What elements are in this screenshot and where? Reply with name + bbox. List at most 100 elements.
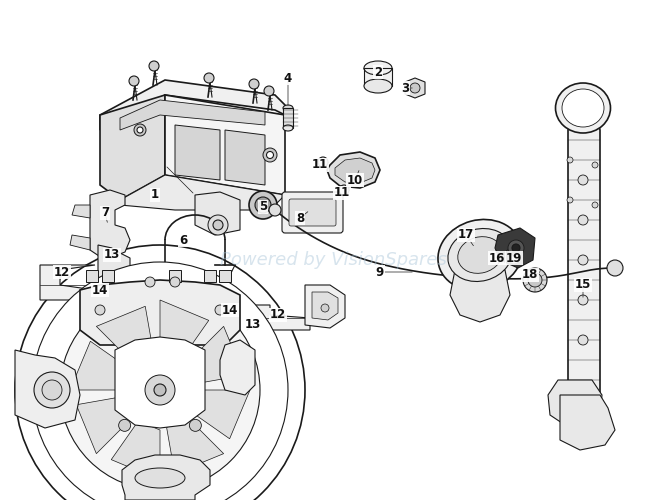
Polygon shape bbox=[95, 280, 115, 300]
Circle shape bbox=[32, 262, 288, 500]
Polygon shape bbox=[548, 380, 602, 425]
Circle shape bbox=[592, 162, 598, 168]
Ellipse shape bbox=[562, 89, 604, 127]
Text: 8: 8 bbox=[296, 212, 304, 224]
Circle shape bbox=[508, 252, 520, 264]
Polygon shape bbox=[560, 395, 615, 450]
Circle shape bbox=[269, 204, 281, 216]
Polygon shape bbox=[312, 292, 338, 320]
Polygon shape bbox=[195, 192, 240, 235]
Text: 10: 10 bbox=[347, 174, 363, 186]
Polygon shape bbox=[77, 396, 132, 454]
Ellipse shape bbox=[135, 468, 185, 488]
Polygon shape bbox=[495, 228, 535, 268]
Polygon shape bbox=[100, 80, 285, 130]
Text: 3: 3 bbox=[401, 82, 409, 94]
Polygon shape bbox=[215, 310, 255, 345]
Circle shape bbox=[189, 348, 201, 360]
Ellipse shape bbox=[283, 125, 293, 131]
Circle shape bbox=[592, 202, 598, 208]
Circle shape bbox=[263, 148, 277, 162]
Ellipse shape bbox=[364, 79, 392, 93]
Polygon shape bbox=[122, 455, 210, 500]
Circle shape bbox=[264, 86, 274, 96]
Circle shape bbox=[249, 191, 277, 219]
Circle shape bbox=[578, 255, 588, 265]
Circle shape bbox=[567, 197, 573, 203]
Polygon shape bbox=[568, 108, 600, 408]
Circle shape bbox=[512, 244, 520, 252]
Circle shape bbox=[170, 277, 180, 287]
Circle shape bbox=[607, 260, 623, 276]
Text: 18: 18 bbox=[522, 268, 538, 281]
Polygon shape bbox=[97, 306, 153, 362]
Polygon shape bbox=[327, 152, 380, 188]
Text: 5: 5 bbox=[259, 200, 267, 213]
Circle shape bbox=[119, 348, 131, 360]
Polygon shape bbox=[160, 300, 208, 359]
Polygon shape bbox=[98, 245, 130, 282]
Polygon shape bbox=[225, 130, 265, 185]
Polygon shape bbox=[210, 305, 228, 328]
Ellipse shape bbox=[458, 236, 502, 274]
Circle shape bbox=[249, 79, 259, 89]
Circle shape bbox=[95, 305, 105, 315]
Circle shape bbox=[213, 220, 223, 230]
Ellipse shape bbox=[448, 228, 512, 281]
Polygon shape bbox=[225, 305, 310, 330]
Polygon shape bbox=[165, 95, 285, 195]
Ellipse shape bbox=[364, 61, 392, 75]
Text: 12: 12 bbox=[270, 308, 286, 322]
FancyBboxPatch shape bbox=[282, 192, 343, 233]
Bar bbox=[283, 108, 293, 128]
Circle shape bbox=[154, 384, 166, 396]
Circle shape bbox=[134, 124, 146, 136]
Circle shape bbox=[215, 305, 225, 315]
Text: 7: 7 bbox=[101, 206, 109, 220]
Circle shape bbox=[255, 197, 271, 213]
Polygon shape bbox=[405, 78, 425, 98]
Circle shape bbox=[129, 76, 139, 86]
Polygon shape bbox=[120, 100, 265, 130]
Circle shape bbox=[259, 201, 267, 209]
Circle shape bbox=[145, 375, 175, 405]
Polygon shape bbox=[90, 190, 130, 260]
Polygon shape bbox=[305, 285, 345, 328]
Text: 9: 9 bbox=[376, 266, 384, 278]
Polygon shape bbox=[191, 390, 250, 439]
Text: 11: 11 bbox=[312, 158, 328, 172]
Polygon shape bbox=[219, 270, 231, 282]
Circle shape bbox=[578, 295, 588, 305]
Circle shape bbox=[266, 152, 274, 158]
Text: 11: 11 bbox=[334, 186, 350, 200]
Circle shape bbox=[578, 215, 588, 225]
Text: 13: 13 bbox=[245, 318, 261, 332]
Text: 17: 17 bbox=[458, 228, 474, 241]
Circle shape bbox=[204, 73, 214, 83]
Text: Powered by VisionSpares: Powered by VisionSpares bbox=[220, 251, 446, 269]
Polygon shape bbox=[204, 270, 216, 282]
Circle shape bbox=[119, 420, 131, 432]
Text: 6: 6 bbox=[179, 234, 187, 246]
Circle shape bbox=[567, 157, 573, 163]
Polygon shape bbox=[15, 350, 80, 428]
Circle shape bbox=[130, 360, 190, 420]
Circle shape bbox=[137, 127, 143, 133]
Polygon shape bbox=[220, 340, 255, 395]
Text: 19: 19 bbox=[505, 252, 522, 264]
Circle shape bbox=[189, 420, 201, 432]
Circle shape bbox=[410, 83, 420, 93]
Polygon shape bbox=[188, 326, 244, 384]
Circle shape bbox=[321, 304, 329, 312]
Circle shape bbox=[528, 273, 542, 287]
Polygon shape bbox=[70, 235, 90, 250]
Polygon shape bbox=[70, 341, 129, 390]
Polygon shape bbox=[450, 270, 510, 322]
Text: 2: 2 bbox=[374, 66, 382, 78]
Polygon shape bbox=[72, 205, 90, 218]
Polygon shape bbox=[335, 158, 375, 183]
Polygon shape bbox=[40, 265, 95, 300]
Circle shape bbox=[42, 380, 62, 400]
Circle shape bbox=[578, 335, 588, 345]
Text: 14: 14 bbox=[222, 304, 238, 316]
